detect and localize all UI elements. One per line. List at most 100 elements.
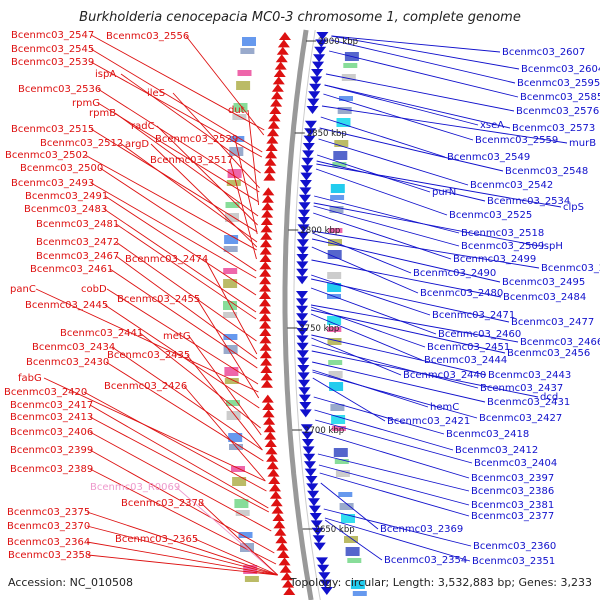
gene-label[interactable]: Bcenmc03_2483 [24,204,107,215]
gene-label[interactable]: Bcenmc03_2466 [520,337,600,348]
gene-label[interactable]: Bcenmc03_2607 [502,47,585,58]
gene-label[interactable]: Bcenmc03_2378 [121,498,204,509]
gene-label[interactable]: Bcenmc03_R0069 [90,482,180,493]
gene-label[interactable]: Bcenmc03_2529 [155,134,238,145]
gene-label[interactable]: Bcenmc03_2474 [125,254,208,265]
gene-label[interactable]: Bcenmc03_2461 [30,264,113,275]
gene-label[interactable]: hemC [430,402,459,413]
gene-label[interactable]: argD [125,139,149,150]
gene-label[interactable]: clpS [563,202,584,213]
gene-label[interactable]: Bcenmc03_2595 [517,78,600,89]
gene-label[interactable]: murB [569,138,596,149]
gene-label[interactable]: Bcenmc03_2493 [11,178,94,189]
gene-label[interactable]: Bcenmc03_2365 [115,534,198,545]
gene-label[interactable]: Bcenmc03_2426 [104,381,187,392]
gene-label[interactable]: fabG [18,373,42,384]
gene-label[interactable]: Bcenmc03_2556 [106,31,189,42]
gene-label[interactable]: ileS [147,88,165,99]
gene-label[interactable]: Bcenmc03_2460 [438,329,521,340]
gene-label[interactable]: Bcenmc03_2360 [473,541,556,552]
gene-label[interactable]: Bcenmc03_2406 [10,427,93,438]
gene-label[interactable]: Bcenmc03_2517 [150,155,233,166]
gene-label[interactable]: Bcenmc03_2559 [475,135,558,146]
gene-label[interactable]: Bcenmc03_2386 [471,486,554,497]
gene-label[interactable]: Bcenmc03_2576 [516,106,599,117]
gene-label[interactable]: Bcenmc03_2506 [541,263,600,274]
gene-label[interactable]: Bcenmc03_2397 [471,473,554,484]
gene-label[interactable]: ispH [541,241,563,252]
gene-label[interactable]: Bcenmc03_2364 [7,537,90,548]
gene-label[interactable]: Bcenmc03_2381 [471,500,554,511]
gene-label[interactable]: Bcenmc03_2421 [387,416,470,427]
gene-label[interactable]: Bcenmc03_2495 [502,277,585,288]
gene-label[interactable]: rpmG [72,98,100,109]
gene-label[interactable]: Bcenmc03_2443 [488,370,571,381]
gene-label[interactable]: Bcenmc03_2431 [487,397,570,408]
gene-label[interactable]: Bcenmc03_2456 [507,348,590,359]
gene-label[interactable]: Bcenmc03_2369 [380,524,463,535]
gene-label[interactable]: Bcenmc03_2440 [403,370,486,381]
gene-label[interactable]: Bcenmc03_2370 [7,521,90,532]
gene-label[interactable]: Bcenmc03_2472 [36,237,119,248]
gene-label[interactable]: Bcenmc03_2490 [413,268,496,279]
gene-label[interactable]: Bcenmc03_2512 [40,138,123,149]
gene-label[interactable]: Bcenmc03_2585 [520,92,600,103]
gene-label[interactable]: Bcenmc03_2491 [25,191,108,202]
gene-label[interactable]: Bcenmc03_2500 [20,163,103,174]
gene-label[interactable]: Bcenmc03_2536 [18,84,101,95]
gene-label[interactable]: Bcenmc03_2417 [10,400,93,411]
gene-label[interactable]: purN [432,187,456,198]
gene-label[interactable]: rpmB [89,108,116,119]
gene-label[interactable]: Bcenmc03_2548 [505,166,588,177]
gene-label[interactable]: Bcenmc03_2455 [117,294,200,305]
gene-label[interactable]: Bcenmc03_2481 [36,219,119,230]
gene-label[interactable]: Bcenmc03_2437 [480,383,563,394]
gene-label[interactable]: Bcenmc03_2351 [472,556,555,567]
gene-label[interactable]: Bcenmc03_2418 [446,429,529,440]
gene-label[interactable]: xseA [480,120,504,131]
gene-label[interactable]: Bcenmc03_2542 [470,180,553,191]
gene-label[interactable]: Bcenmc03_2471 [432,310,515,321]
gene-label[interactable]: Bcenmc03_2451 [427,342,510,353]
gene-label[interactable]: Bcenmc03_2502 [5,150,88,161]
gene-label[interactable]: Bcenmc03_2435 [107,350,190,361]
gene-label[interactable]: Bcenmc03_2445 [25,300,108,311]
gene-label[interactable]: Bcenmc03_2467 [36,251,119,262]
gene-label[interactable]: Bcenmc03_2375 [7,507,90,518]
gene-label[interactable]: Bcenmc03_2515 [11,124,94,135]
gene-label[interactable]: Bcenmc03_2404 [474,458,557,469]
gene-label[interactable]: radC [131,121,155,132]
gene-label[interactable]: Bcenmc03_2412 [455,445,538,456]
gene-label[interactable]: Bcenmc03_2539 [11,57,94,68]
gene-label[interactable]: Bcenmc03_2420 [4,387,87,398]
gene-label[interactable]: ispA [95,69,116,80]
gene-label[interactable]: Bcenmc03_2389 [10,464,93,475]
gene-label[interactable]: Bcenmc03_2444 [424,355,507,366]
gene-label[interactable]: dcd [540,392,558,403]
gene-label[interactable]: Bcenmc03_2525 [449,210,532,221]
gene-label[interactable]: Bcenmc03_2484 [503,292,586,303]
gene-label[interactable]: Bcenmc03_2545 [11,44,94,55]
gene-label[interactable]: Bcenmc03_2518 [461,228,544,239]
gene-label[interactable]: Bcenmc03_2573 [512,123,595,134]
gene-label[interactable]: Bcenmc03_2477 [511,317,594,328]
gene-label[interactable]: Bcenmc03_2358 [8,550,91,561]
gene-label[interactable]: dut [228,105,245,116]
gene-label[interactable]: Bcenmc03_2604 [521,64,600,75]
gene-label[interactable]: Bcenmc03_2377 [471,511,554,522]
gene-label[interactable]: Bcenmc03_2354 [384,555,467,566]
gene-label[interactable]: Bcenmc03_2480 [420,288,503,299]
gene-label[interactable]: metG [163,331,191,342]
gene-label[interactable]: Bcenmc03_2549 [447,152,530,163]
gene-label[interactable]: panC [10,284,36,295]
gene-label[interactable]: Bcenmc03_2399 [10,445,93,456]
gene-label[interactable]: Bcenmc03_2427 [479,413,562,424]
gene-label[interactable]: Bcenmc03_2441 [60,328,143,339]
gene-label[interactable]: cobD [81,284,107,295]
gene-label[interactable]: Bcenmc03_2434 [32,342,115,353]
gene-label[interactable]: Bcenmc03_2430 [26,357,109,368]
gene-label[interactable]: Bcenmc03_2547 [11,30,94,41]
gene-label[interactable]: Bcenmc03_2499 [453,254,536,265]
gene-label[interactable]: Bcenmc03_2413 [10,412,93,423]
gene-label[interactable]: Bcenmc03_2509 [461,241,544,252]
